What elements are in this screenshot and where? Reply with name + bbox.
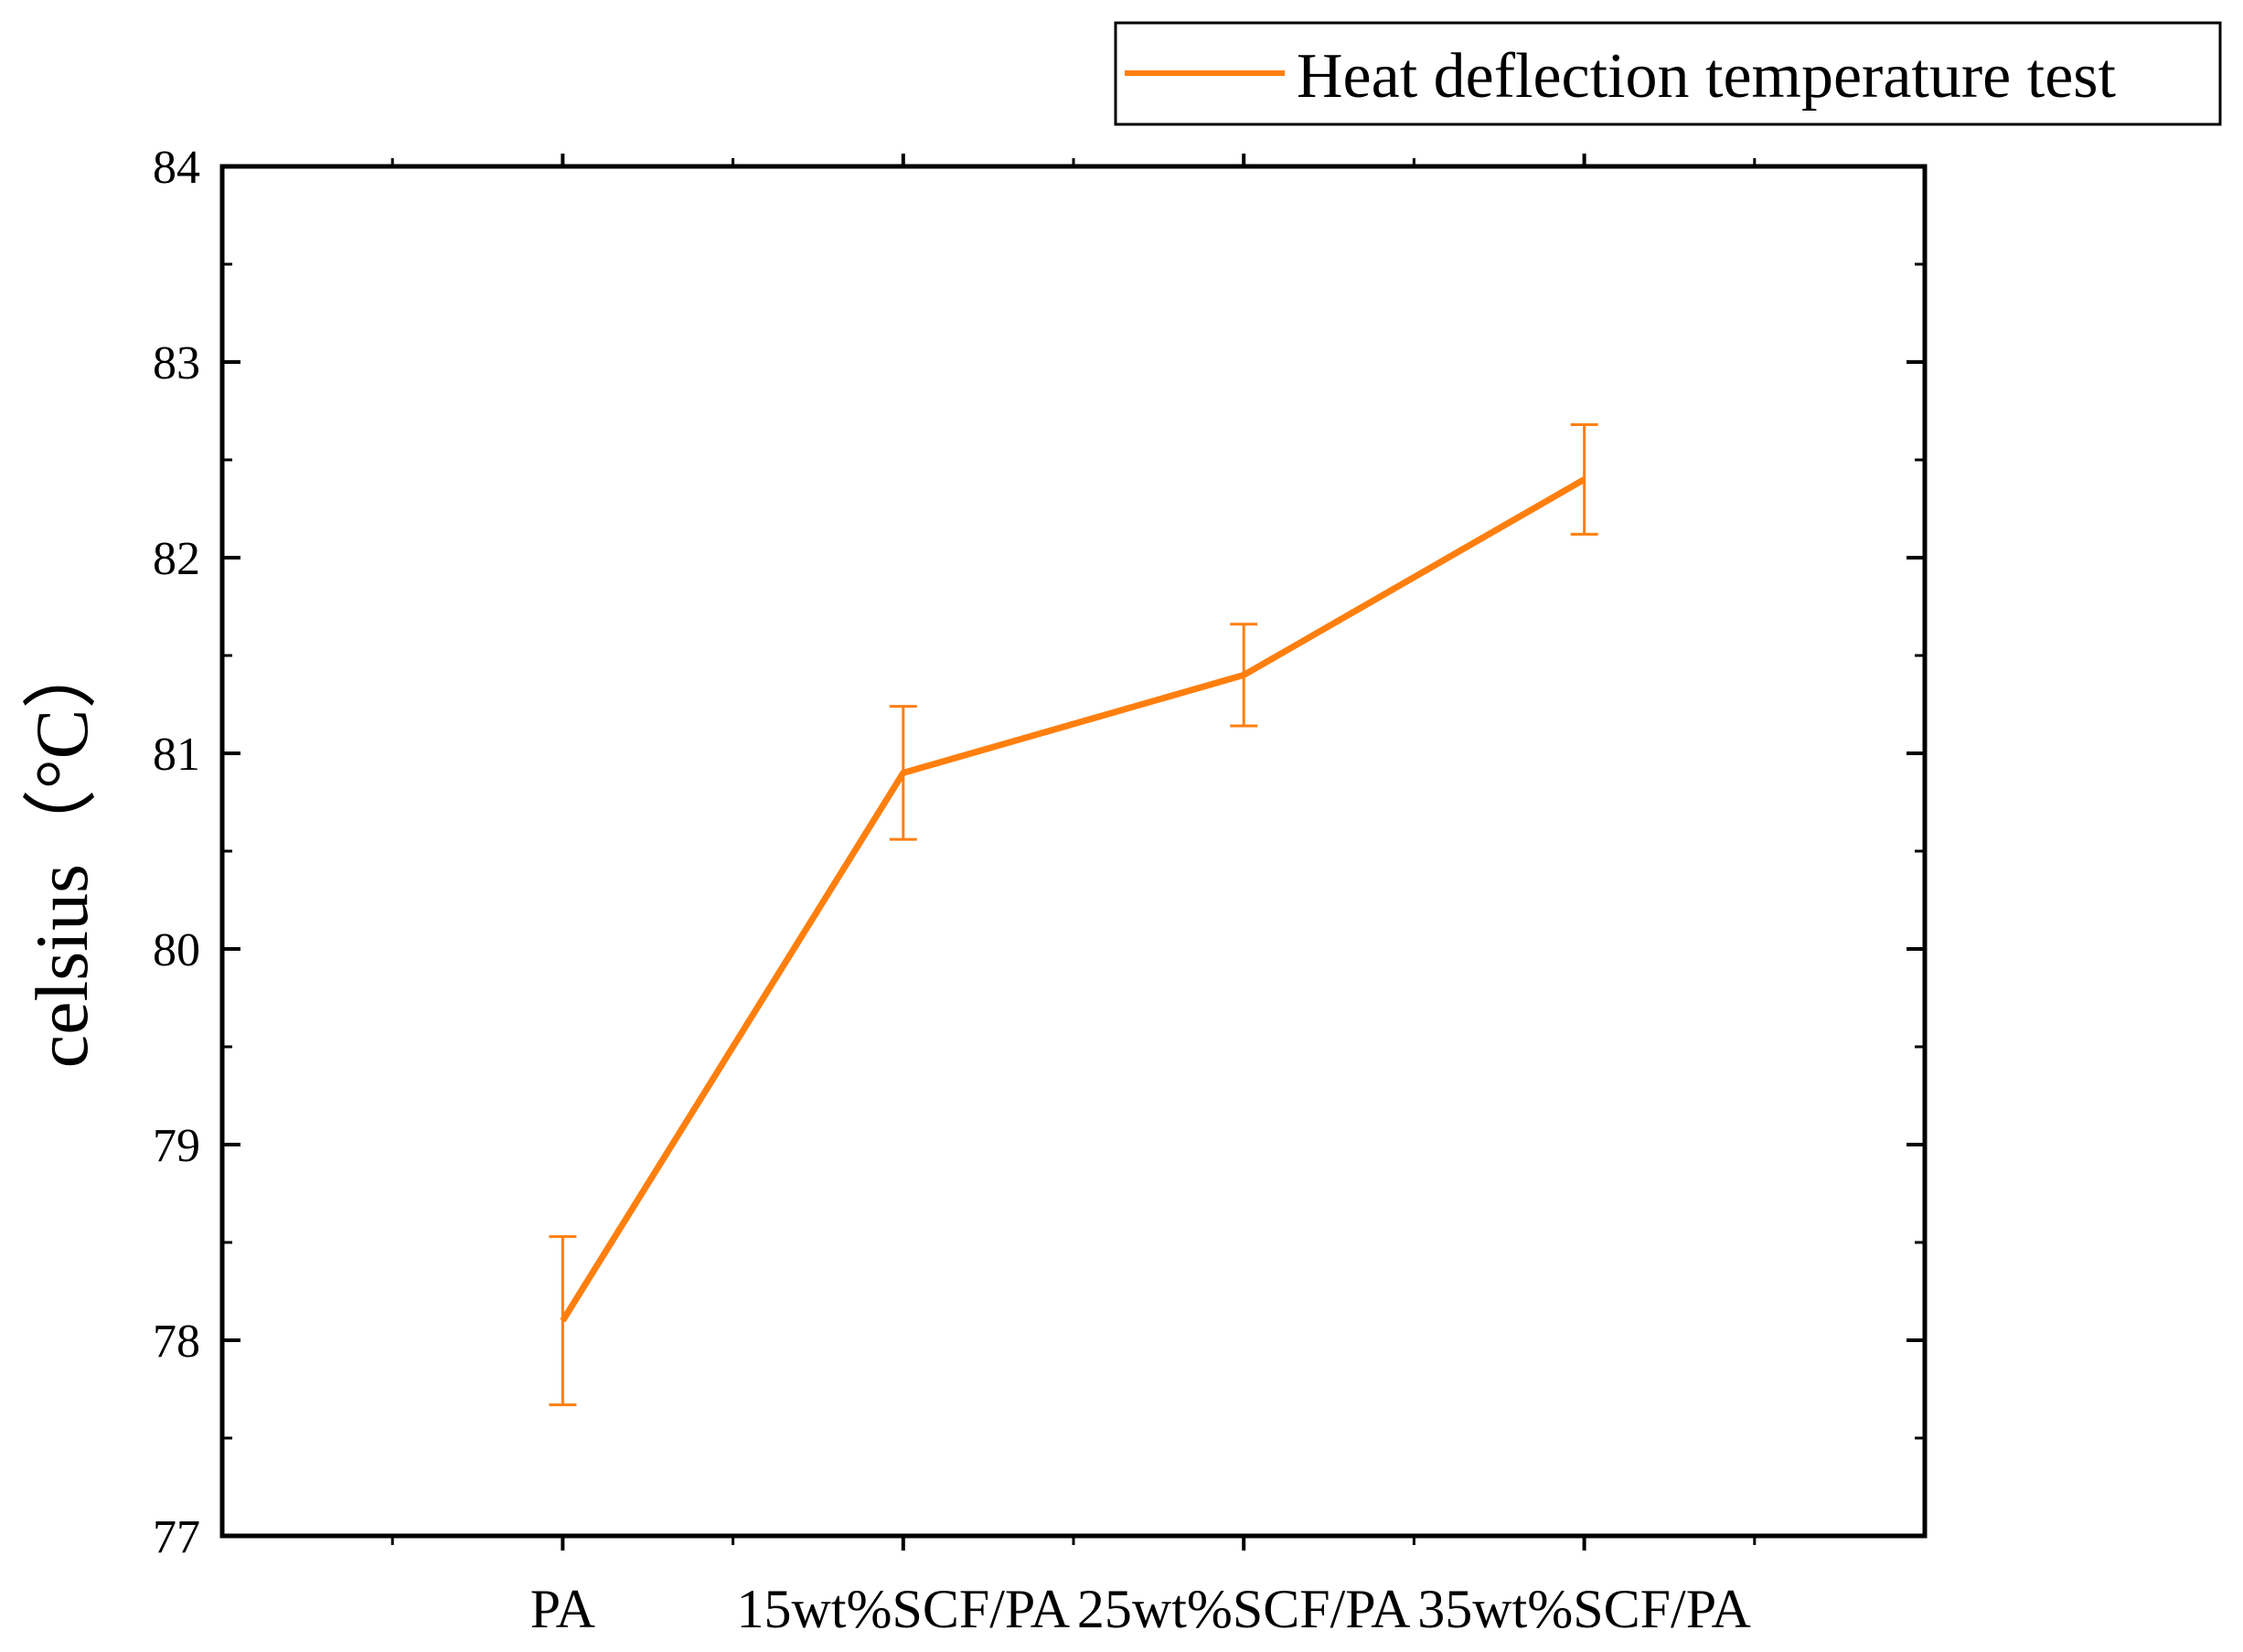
y-axis-title: celsius（°C） <box>20 634 103 1069</box>
x-axis: PA 15wt%SCF/PA 25wt%SCF/PA 35wt%SCF/PA <box>390 154 1757 1639</box>
x-tick-label: 25wt%SCF/PA <box>1077 1579 1411 1639</box>
y-tick-label: 84 <box>153 142 200 194</box>
y-tick-label: 77 <box>153 1511 200 1563</box>
y-tick-label: 82 <box>153 533 200 585</box>
series-line <box>560 476 1586 1323</box>
y-tick-label: 78 <box>153 1316 200 1368</box>
series-layer <box>549 422 1598 1407</box>
y-axis: 77 78 79 80 81 82 83 84 <box>153 142 1925 1563</box>
y-tick-label: 79 <box>153 1120 200 1172</box>
y-tick-label: 80 <box>153 924 200 976</box>
legend-label: Heat deflection temperature test <box>1297 41 2117 112</box>
y-tick-label: 81 <box>153 729 200 781</box>
x-tick-label: 35wt%SCF/PA <box>1417 1579 1751 1639</box>
legend: Heat deflection temperature test <box>1114 21 2222 126</box>
y-tick-label: 83 <box>153 337 200 389</box>
x-tick-label: 15wt%SCF/PA <box>736 1579 1070 1639</box>
x-tick-label: PA <box>530 1579 595 1639</box>
legend-box <box>1114 21 2222 126</box>
plot-frame <box>219 164 1928 1539</box>
